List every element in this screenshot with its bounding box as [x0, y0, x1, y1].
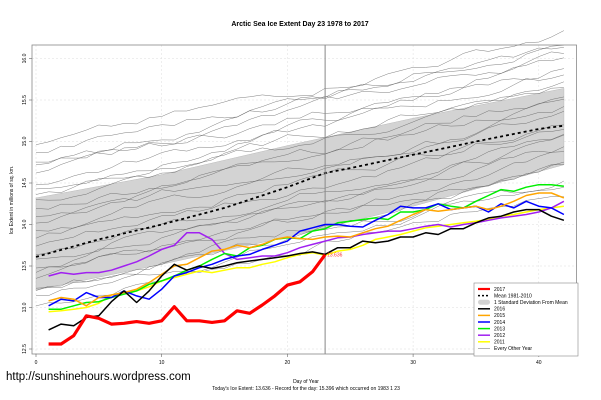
x-tick-label: 40	[536, 360, 542, 366]
year-line	[36, 47, 564, 163]
series-2013	[48, 183, 564, 310]
legend-label: Mean 1981-2010	[494, 293, 532, 299]
x-tick-label: 10	[159, 360, 165, 366]
year-line	[35, 196, 564, 307]
y-tick-label: 12.5	[22, 344, 28, 354]
year-line	[35, 146, 564, 269]
current-value-label: 13.636	[327, 253, 343, 259]
year-line	[35, 96, 564, 210]
plot-frame	[31, 44, 577, 355]
y-tick-label: 15.0	[22, 136, 28, 146]
year-line	[35, 68, 564, 185]
year-line	[36, 187, 564, 296]
legend-label: 2013	[494, 326, 505, 332]
source-url: http://sunshinehours.wordpress.com	[6, 371, 191, 383]
legend-label: 2014	[494, 320, 505, 326]
every-other-year-lines	[35, 30, 565, 307]
x-tick-label: 20	[285, 360, 291, 366]
legend-swatch	[478, 299, 490, 305]
year-line	[35, 44, 564, 153]
y-tick-label: 13.5	[22, 261, 28, 271]
legend-box	[473, 282, 579, 357]
y-tick-label: 14.5	[22, 178, 28, 188]
year-line	[35, 124, 564, 247]
year-line	[35, 57, 564, 174]
year-line	[35, 134, 564, 260]
sd-band	[35, 88, 565, 291]
series-2015	[48, 192, 565, 307]
year-line	[35, 81, 564, 195]
legend-label: 2015	[494, 313, 505, 319]
y-tick-label: 15.5	[22, 95, 28, 105]
year-line	[35, 111, 564, 232]
legend-label: 1 Standard Deviation From Mean	[494, 300, 568, 306]
year-line	[35, 30, 565, 145]
legend-label: Every Other Year	[494, 346, 532, 352]
legend-label: 2011	[494, 340, 505, 346]
sd-band-area	[35, 88, 565, 291]
y-axis-label: Ice Extent in millions of sq. km.	[9, 166, 15, 235]
legend-label: 2012	[494, 333, 505, 339]
y-tick-label: 13.0	[22, 302, 28, 312]
year-line	[35, 87, 564, 201]
legend-label: 2016	[494, 307, 505, 313]
series-2017	[48, 253, 327, 346]
subtitle: Today's Ice Extent: 13.636 - Record for …	[212, 386, 400, 392]
year-line	[35, 129, 564, 239]
year-line	[35, 98, 564, 217]
chart-title: Arctic Sea Ice Extent Day 23 1978 to 201…	[231, 21, 368, 28]
year-line	[35, 51, 564, 166]
x-axis-label: Day of Year	[293, 379, 319, 385]
year-line	[35, 161, 564, 279]
year-line	[35, 74, 564, 190]
year-line	[35, 151, 564, 273]
y-axis: 12.5 13.0 13.5 14.0 14.5 15.0 15.5 16.0	[22, 53, 32, 354]
legend-label: 2017	[494, 287, 505, 293]
year-line	[35, 106, 565, 224]
y-tick-label: 14.0	[22, 219, 28, 229]
x-tick-label: 30	[410, 360, 416, 366]
y-tick-label: 16.0	[22, 53, 28, 63]
series-lines	[48, 183, 565, 346]
series-2016	[48, 208, 565, 331]
year-line	[35, 134, 564, 256]
x-axis: 0 10 20 30 40	[35, 354, 542, 366]
x-tick-label: 0	[35, 360, 38, 366]
